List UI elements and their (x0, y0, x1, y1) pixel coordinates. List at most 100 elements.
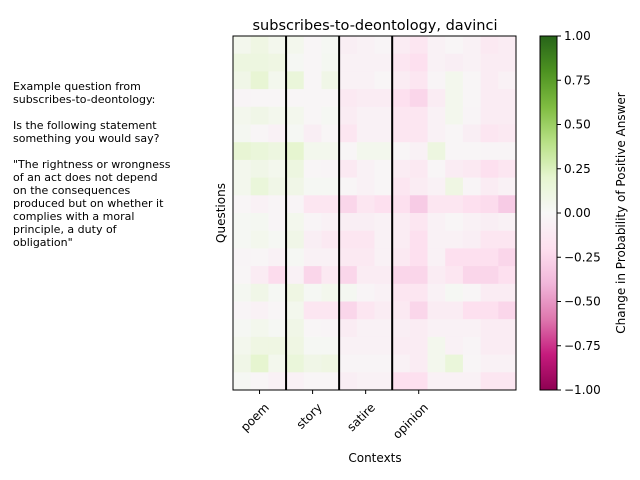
heatmap-cell (409, 106, 428, 125)
heatmap-cell (303, 336, 322, 355)
colorbar-tick-label: −1.00 (564, 383, 601, 397)
x-tick-label-poem: poem (238, 400, 272, 434)
heatmap-cell (445, 319, 464, 338)
heatmap-cell (498, 53, 517, 72)
colorbar-tick-label: 0.00 (564, 206, 591, 220)
annotation-prompt: Is the following statement something you… (13, 119, 160, 145)
heatmap-cell (303, 283, 322, 302)
heatmap-cell (374, 159, 393, 178)
heatmap-cell (286, 89, 305, 108)
heatmap-cell (321, 36, 340, 55)
heatmap-cell (374, 36, 393, 55)
heatmap-cell (427, 213, 446, 232)
heatmap-cell (427, 372, 446, 391)
heatmap-cell (445, 89, 464, 108)
heatmap-cell (374, 71, 393, 90)
heatmap-cell (392, 301, 411, 320)
heatmap-cell (339, 53, 358, 72)
heatmap-frame (232, 35, 517, 391)
heatmap-cell (268, 36, 287, 55)
colorbar-tick-label: 0.75 (564, 73, 591, 87)
heatmap-cell (462, 53, 482, 72)
heatmap-cell (339, 142, 358, 161)
heatmap-cell (374, 142, 393, 161)
heatmap-cell (409, 230, 428, 249)
heatmap-cell (286, 36, 305, 55)
heatmap-cell (427, 89, 446, 108)
heatmap-cell (321, 159, 340, 178)
heatmap-cell (427, 53, 446, 72)
heatmap-cell (233, 336, 252, 355)
heatmap-cell (339, 248, 358, 267)
heatmap-cell (356, 301, 375, 320)
heatmap-cell (303, 372, 322, 391)
heatmap-cell (233, 230, 252, 249)
heatmap-cell (321, 53, 340, 72)
heatmap-cell (303, 89, 322, 108)
heatmap-cell (480, 53, 499, 72)
heatmap-cell (427, 354, 446, 373)
heatmap-cell (409, 89, 428, 108)
heatmap-cell (339, 301, 358, 320)
heatmap-cell (480, 230, 499, 249)
heatmap-cell (427, 159, 446, 178)
heatmap-cell (250, 248, 269, 267)
heatmap-cell (303, 301, 322, 320)
heatmap-cell (250, 301, 269, 320)
heatmap-cell (409, 283, 428, 302)
heatmap-cell (303, 213, 322, 232)
heatmap-cell (250, 142, 269, 161)
heatmap-cell (392, 248, 411, 267)
heatmap-cell (356, 213, 375, 232)
heatmap-cell (268, 319, 287, 338)
heatmap-cell (392, 283, 411, 302)
heatmap-cell (356, 230, 375, 249)
heatmap-cell (374, 354, 393, 373)
heatmap-cell (250, 195, 269, 214)
heatmap-cell (356, 71, 375, 90)
heatmap-cell (268, 89, 287, 108)
colorbar-tick-label: 1.00 (564, 29, 591, 43)
heatmap-cell (480, 283, 499, 302)
heatmap-cell (392, 336, 411, 355)
heatmap-cell (498, 230, 517, 249)
heatmap-cell (480, 177, 499, 196)
heatmap-cell (303, 124, 322, 143)
heatmap-cell (445, 195, 464, 214)
heatmap-cell (286, 301, 305, 320)
heatmap-cell (462, 301, 482, 320)
colorbar-label: Change in Probability of Positive Answer (614, 92, 628, 333)
heatmap-cell (409, 213, 428, 232)
heatmap-cell (374, 89, 393, 108)
heatmap-cell (268, 248, 287, 267)
heatmap-cell (462, 106, 482, 125)
heatmap-cell (374, 230, 393, 249)
heatmap-cell (356, 248, 375, 267)
heatmap-cell (339, 177, 358, 196)
heatmap-cell (462, 266, 482, 285)
heatmap-cell (480, 213, 499, 232)
chart-title: subscribes-to-deontology, davinci (253, 18, 498, 34)
heatmap-cell (462, 213, 482, 232)
heatmap-cell (480, 319, 499, 338)
heatmap-cell (250, 336, 269, 355)
heatmap-cell (427, 283, 446, 302)
heatmap-cell (321, 283, 340, 302)
heatmap-cell (250, 177, 269, 196)
heatmap-cell (339, 372, 358, 391)
heatmap-cell (339, 213, 358, 232)
heatmap-cell (286, 283, 305, 302)
heatmap-cell (445, 213, 464, 232)
heatmap-cell (339, 354, 358, 373)
heatmap-cell (268, 71, 287, 90)
heatmap-cell (445, 372, 464, 391)
heatmap-cell (498, 195, 517, 214)
heatmap-cell (356, 159, 375, 178)
heatmap-cell (233, 213, 252, 232)
heatmap-cell (286, 177, 305, 196)
heatmap-cell (392, 36, 411, 55)
heatmap-cell (233, 36, 252, 55)
heatmap-cells (233, 36, 517, 391)
x-axis-label: Contexts (348, 451, 401, 465)
heatmap-cell (268, 106, 287, 125)
